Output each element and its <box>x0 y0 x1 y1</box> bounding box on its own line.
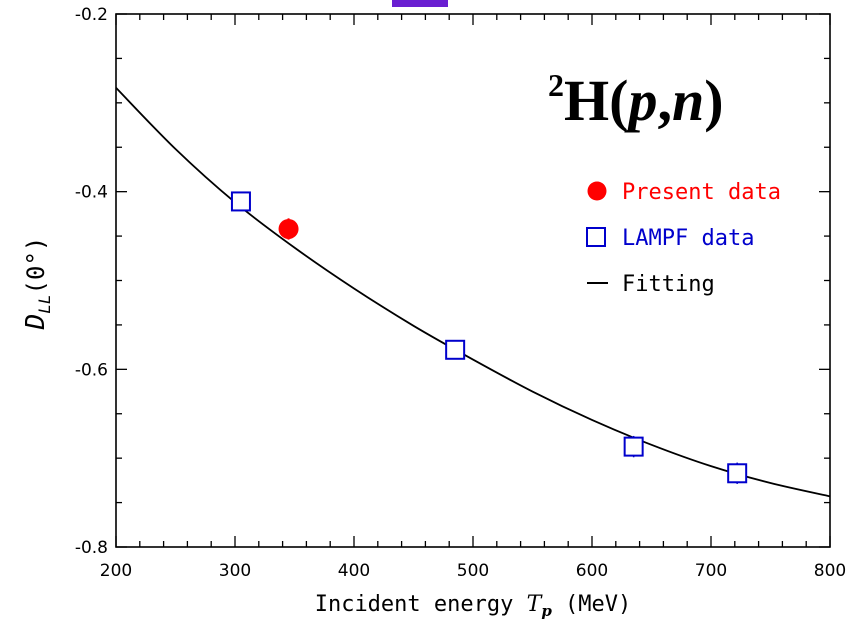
reaction-comma: , <box>657 68 672 133</box>
y-tick-label: -0.6 <box>75 360 108 380</box>
y-axis-title: DLL(0°) <box>21 237 54 331</box>
y-axis-title-subscript: LL <box>35 294 54 313</box>
x-tick-label: 600 <box>576 561 608 581</box>
legend-lampf-marker <box>586 227 606 247</box>
legend-present-marker <box>587 181 607 201</box>
y-axis-title-suffix: (0°) <box>22 237 50 295</box>
x-tick-label: 500 <box>457 561 489 581</box>
x-tick-label: 300 <box>219 561 251 581</box>
x-tick-label: 700 <box>695 561 727 581</box>
legend-fitting-label: Fitting <box>622 272 715 297</box>
legend: Present data LAMPF data Fitting <box>586 180 781 297</box>
y-tick-label: -0.4 <box>75 183 108 203</box>
x-axis-title-suffix: (MeV) <box>552 592 631 617</box>
x-tick-label: 200 <box>100 561 132 581</box>
reaction-annotation: 2H(p,n) <box>548 67 724 133</box>
y-axis-title-symbol: D <box>21 314 51 331</box>
legend-present-label: Present data <box>622 180 781 205</box>
x-tick-label: 800 <box>814 561 846 581</box>
axis-ticks <box>115 13 831 548</box>
x-axis-title: Incident energy Tp (MeV) <box>315 592 632 620</box>
x-axis-title-subscript: p <box>541 602 552 620</box>
x-axis-title-symbol: T <box>527 592 544 617</box>
reaction-main: H( <box>564 68 628 133</box>
x-tick-label: 400 <box>338 561 370 581</box>
lampf-point <box>623 436 644 457</box>
reaction-p: p <box>623 68 657 133</box>
reaction-close: ) <box>704 68 723 133</box>
lampf-point <box>727 463 748 484</box>
present-point <box>278 218 299 239</box>
x-axis-title-prefix: Incident energy <box>315 592 527 617</box>
y-tick-label: -0.8 <box>75 538 108 558</box>
legend-lampf-label: LAMPF data <box>622 226 754 251</box>
reaction-n: n <box>672 68 704 133</box>
data-markers <box>230 191 748 484</box>
lampf-point <box>445 339 466 360</box>
reaction-superscript: 2 <box>548 67 564 103</box>
title-fragment <box>392 0 448 7</box>
fitting-curve <box>115 87 831 498</box>
lampf-point <box>230 191 251 212</box>
y-tick-label: -0.2 <box>75 5 108 25</box>
tick-labels: 200 300 400 500 600 700 800 -0.8 -0.6 -0.4 -0.2 <box>75 5 846 581</box>
